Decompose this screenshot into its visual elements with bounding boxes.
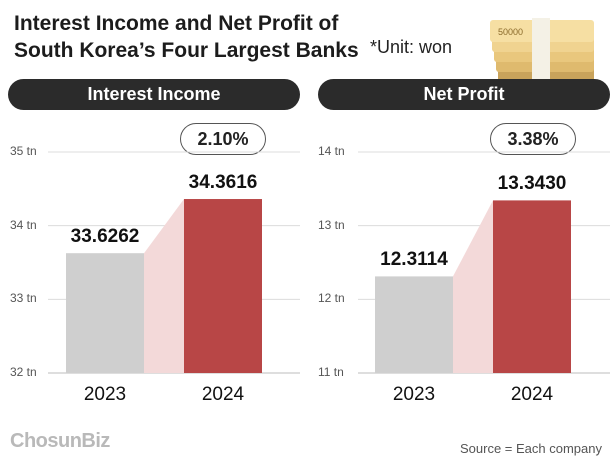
- money-note-text: 50000: [498, 27, 523, 37]
- unit-note: *Unit: won: [370, 37, 453, 57]
- bar-2024: [493, 200, 571, 373]
- bar-2024: [184, 199, 262, 373]
- x-tick-label: 2024: [510, 384, 554, 405]
- chart-title: Interest Income and Net Profit of South …: [14, 10, 359, 64]
- y-tick-label: 34 tn: [10, 217, 37, 232]
- title-line-2: South Korea’s Four Largest Banks: [14, 39, 359, 62]
- y-tick-label: 13 tn: [318, 217, 345, 232]
- bar-2023: [375, 276, 453, 373]
- x-tick-label: 2024: [201, 384, 245, 405]
- y-tick-label: 11 tn: [318, 365, 344, 379]
- data-label: 34.3616: [188, 172, 258, 194]
- y-tick-label: 35 tn: [10, 144, 37, 158]
- y-tick-label: 12 tn: [318, 291, 345, 306]
- growth-connector: [453, 200, 493, 373]
- x-tick-label: 2023: [392, 384, 436, 405]
- data-label: 12.3114: [380, 249, 448, 271]
- data-label: 33.6262: [70, 226, 140, 248]
- bar-2023: [66, 253, 144, 373]
- y-tick-label: 14 tn: [318, 144, 345, 158]
- banknote-stack-icon: 50000: [490, 18, 594, 84]
- panel-header-net-profit: Net Profit: [318, 79, 610, 110]
- x-tick-label: 2023: [83, 384, 127, 405]
- y-tick-label: 32 tn: [10, 365, 37, 379]
- panel-header-interest-income: Interest Income: [8, 79, 300, 110]
- source-note: Source = Each company: [460, 441, 602, 456]
- growth-connector: [144, 199, 184, 373]
- growth-badge-interest-income: 2.10%: [180, 123, 266, 155]
- net-profit-chart: [358, 151, 610, 374]
- brand-logo: ChosunBiz: [10, 430, 110, 452]
- data-label: 13.3430: [497, 173, 567, 195]
- y-tick-label: 33 tn: [10, 291, 37, 306]
- interest-income-chart: [48, 151, 300, 374]
- growth-badge-net-profit: 3.38%: [490, 123, 576, 155]
- title-line-1: Interest Income and Net Profit of: [14, 12, 339, 35]
